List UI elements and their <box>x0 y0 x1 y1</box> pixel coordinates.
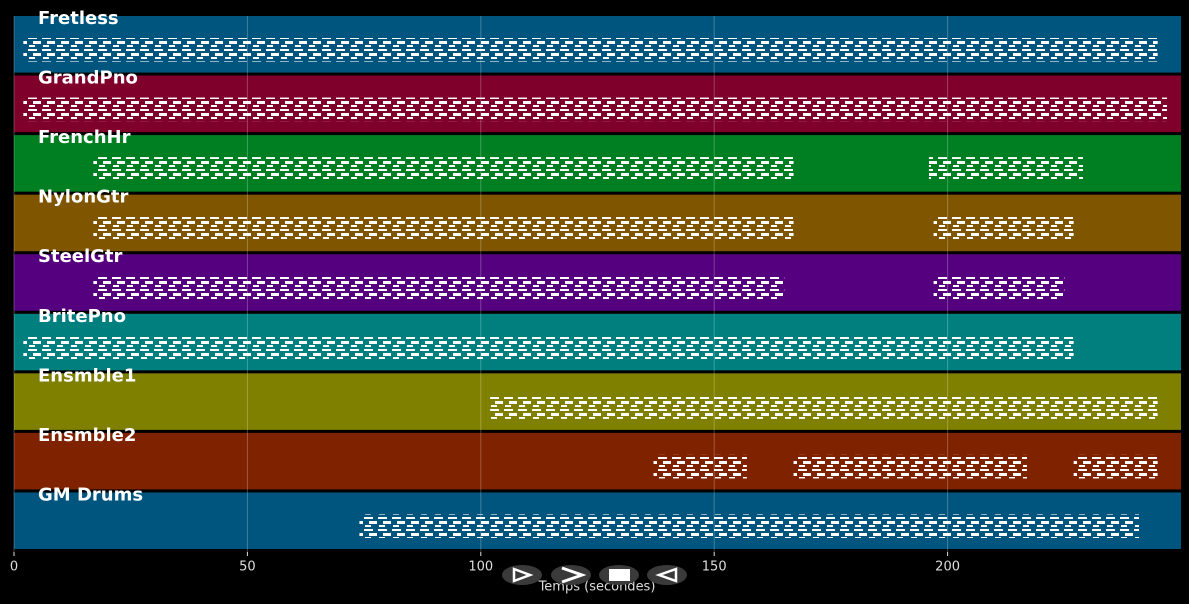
track-name: GrandPno <box>38 68 138 89</box>
x-tick-label: 150 <box>702 560 727 575</box>
playback-controls <box>502 565 687 585</box>
tracks <box>14 16 1181 549</box>
x-tick-label: 200 <box>935 560 960 575</box>
grid: 0 50 100 150 200 <box>10 16 960 575</box>
x-tick-label: 0 <box>10 560 18 575</box>
note-span <box>1073 454 1158 479</box>
track-name: Ensmble1 <box>38 365 136 386</box>
note-span <box>653 454 747 479</box>
note-span <box>93 276 785 300</box>
track-name: Ensmble2 <box>38 425 136 446</box>
note-span <box>93 216 794 241</box>
stop-button[interactable] <box>599 565 639 585</box>
note-span <box>93 157 794 181</box>
play-button[interactable] <box>502 565 542 585</box>
note-span <box>933 276 1065 300</box>
track-name: FrenchHr <box>38 127 131 148</box>
note-span <box>23 335 1074 360</box>
labels: Fretless GrandPno FrenchHr NylonGtr SteelGtr… <box>38 8 143 505</box>
note-span <box>928 157 1083 181</box>
track-name: SteelGtr <box>38 246 123 267</box>
note-span <box>490 395 1158 419</box>
back-button[interactable] <box>647 565 687 585</box>
track-name: Fretless <box>38 8 119 29</box>
note-span <box>933 216 1074 241</box>
track-name: BritePno <box>38 306 126 327</box>
note-span <box>23 38 1158 62</box>
note-span <box>793 454 1027 479</box>
note-span <box>359 514 1139 538</box>
forward-button[interactable] <box>551 565 591 585</box>
track-name: GM Drums <box>38 484 143 505</box>
note-span <box>23 97 1167 122</box>
x-axis-label: Temps (secondes) <box>538 580 656 595</box>
track-name: NylonGtr <box>38 187 129 208</box>
x-tick-label: 50 <box>239 560 256 575</box>
x-tick-label: 100 <box>468 560 493 575</box>
